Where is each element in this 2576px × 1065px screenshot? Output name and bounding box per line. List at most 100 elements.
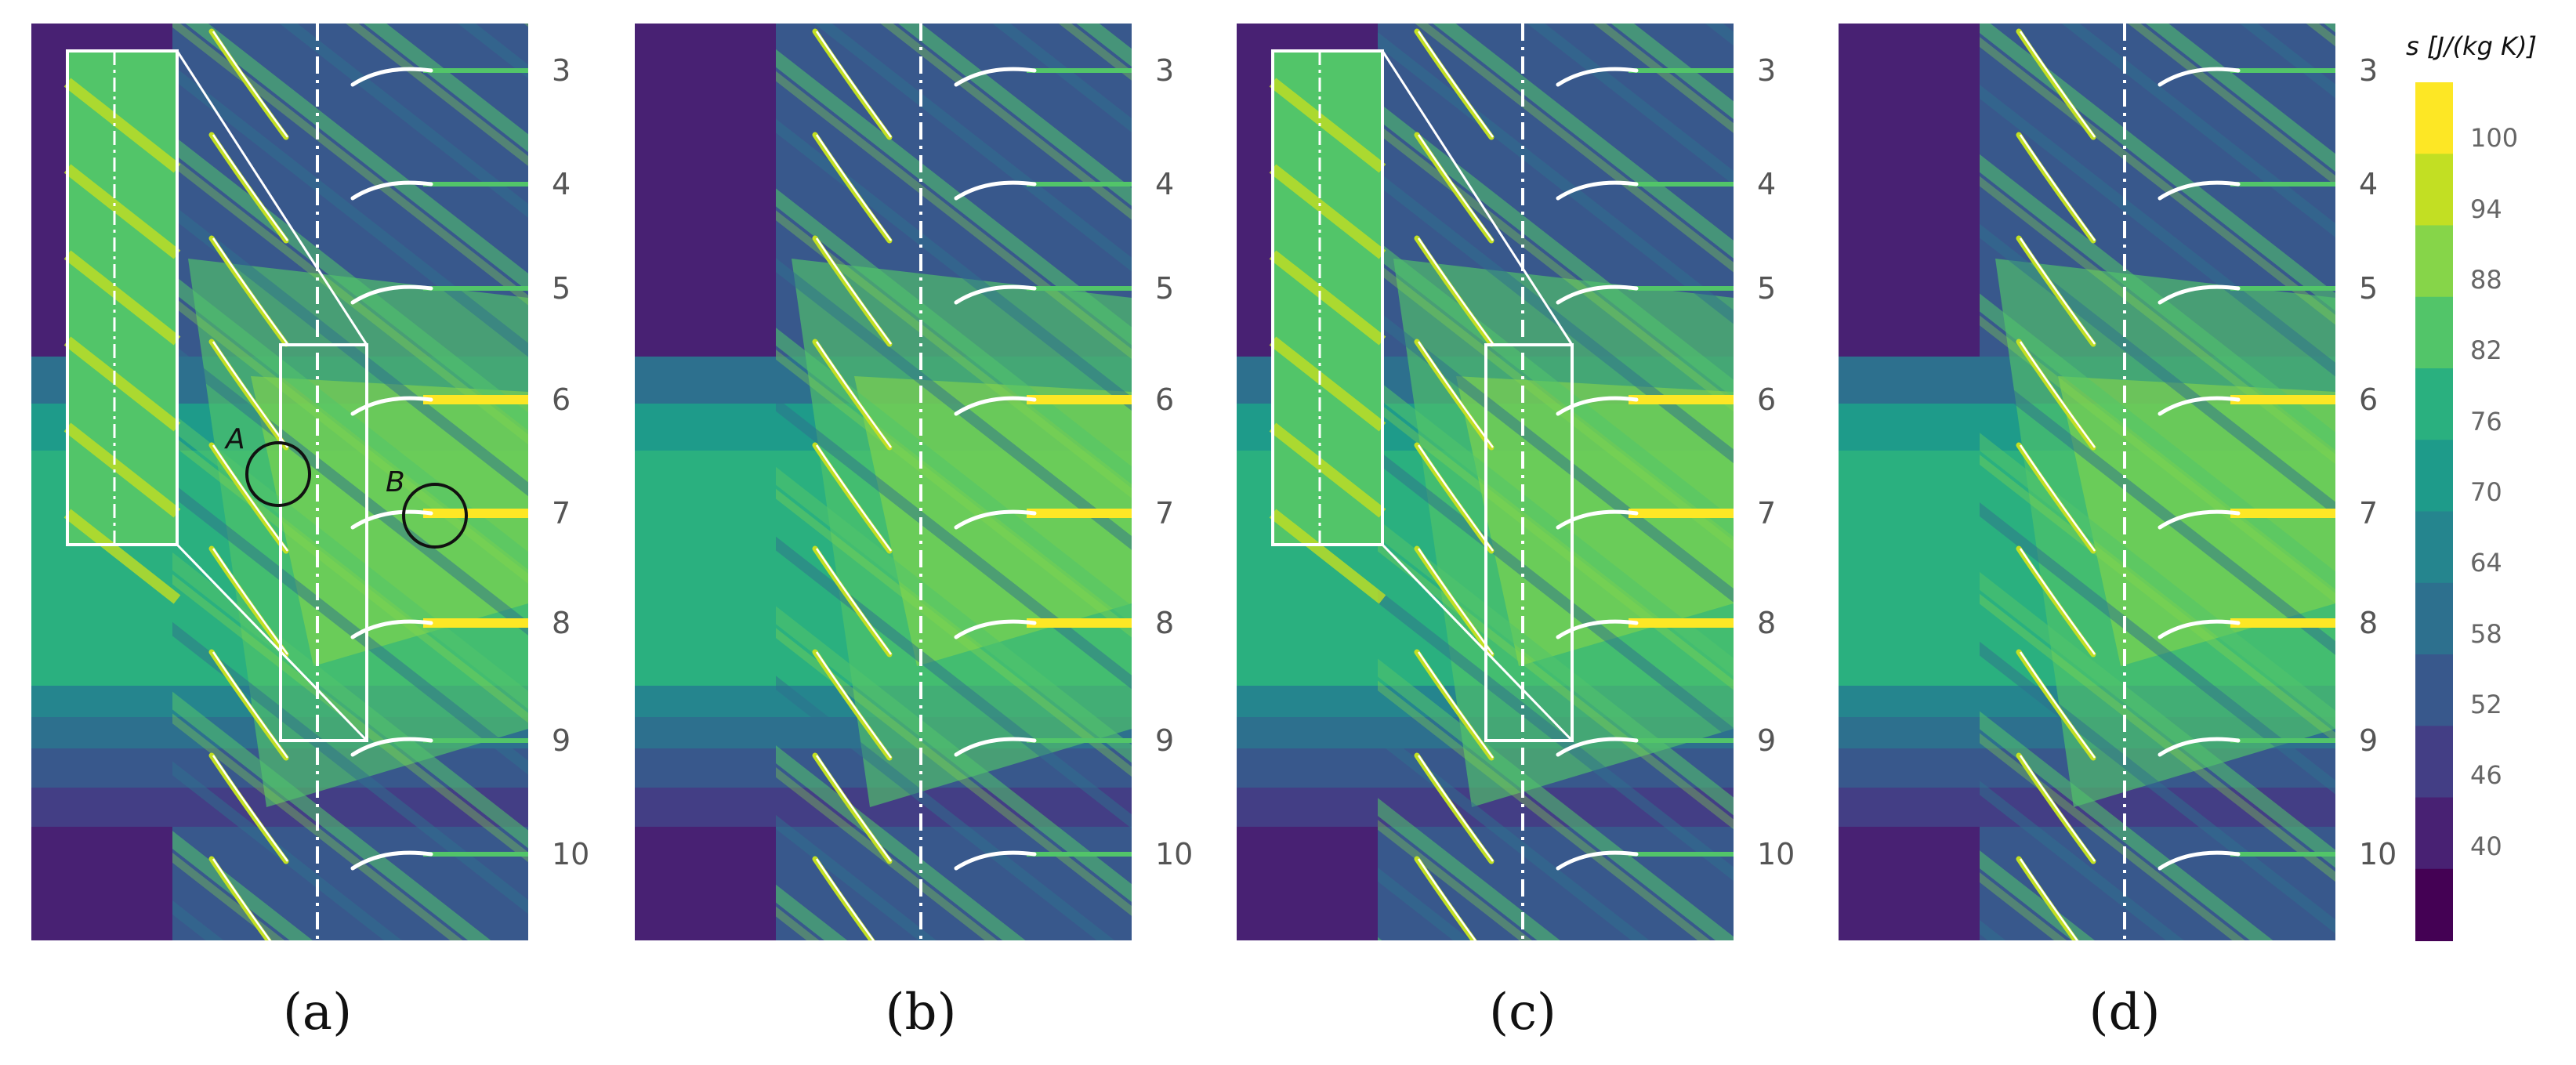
stator-blade-edge	[1417, 341, 1495, 448]
row-label: 6	[1155, 382, 1175, 417]
stator-blade-edge	[2019, 237, 2096, 345]
rotor-wake	[1027, 618, 1132, 628]
row-label: 4	[1155, 167, 1175, 201]
colorbar-segment	[2415, 511, 2453, 584]
row-label: 9	[552, 723, 571, 758]
panel-c	[1237, 24, 1734, 940]
stator-blade-edge	[212, 31, 289, 138]
stator-blade	[208, 132, 289, 244]
stator-blade-edge	[1417, 755, 1495, 862]
panel-b	[635, 24, 1132, 940]
rotor-wake	[1629, 395, 1734, 404]
stator-blade	[812, 752, 893, 864]
stator-blade-edge	[815, 548, 893, 655]
row-label: 3	[552, 53, 571, 88]
zoom-source-frame	[1484, 343, 1574, 742]
inset-streak	[63, 164, 181, 259]
row-label: 8	[2359, 606, 2379, 640]
rotor-blade	[2158, 67, 2241, 87]
colorbar-tick-label: 76	[2470, 406, 2502, 437]
colorbar-segment	[2415, 296, 2453, 369]
stator-blade	[2016, 856, 2079, 940]
zoom-connector	[1381, 50, 1574, 346]
colorbar-segment	[2415, 154, 2453, 226]
stator-blade-edge	[2019, 444, 2096, 552]
rotor-wake	[2230, 286, 2335, 291]
stator-blade	[1414, 442, 1495, 554]
rotor-wake	[1629, 68, 1734, 73]
row-label: 7	[1757, 496, 1777, 531]
panel-a	[31, 24, 528, 940]
stator-blade-edge	[1417, 651, 1495, 759]
row-label: 10	[552, 837, 590, 871]
rotor-blade	[954, 67, 1037, 87]
colorbar	[2415, 82, 2453, 941]
wake-streaks	[1980, 24, 2335, 940]
colorbar-segment	[2415, 726, 2453, 799]
stator-blade-edge	[2019, 755, 2096, 862]
rotor-blade	[350, 850, 433, 871]
rotor-wake	[2230, 182, 2335, 187]
row-label: 3	[1757, 53, 1777, 88]
colorbar-title: s [J/(kg K)]	[2406, 31, 2537, 61]
rotor-wake	[423, 852, 528, 857]
stator-blade-edge	[212, 755, 289, 862]
colorbar-tick-label: 88	[2470, 265, 2502, 295]
rotor-blade	[2158, 509, 2241, 530]
stator-blade-edge	[815, 31, 893, 138]
stator-blade	[2016, 132, 2096, 244]
inset-streak	[1269, 250, 1386, 346]
zoom-connector	[176, 50, 368, 346]
row-label: 4	[1757, 167, 1777, 201]
inset-streak	[63, 509, 181, 604]
rotor-blade	[1556, 619, 1639, 639]
row-label: 6	[552, 382, 571, 417]
stator-blade	[208, 442, 289, 554]
stator-blade	[1414, 856, 1477, 940]
panel-caption-b: (b)	[885, 983, 957, 1041]
rotor-wake	[423, 618, 528, 628]
stator-blade-edge	[1417, 858, 1476, 940]
row-label: 6	[2359, 382, 2379, 417]
stator-blade	[812, 235, 893, 347]
stator-blade	[1414, 752, 1495, 864]
stator-blade	[208, 649, 289, 761]
stator-blade-edge	[815, 134, 893, 241]
inset-streak	[63, 78, 181, 173]
colorbar-segment	[2415, 368, 2453, 441]
stator-blade-edge	[212, 134, 289, 241]
marker-label-a: A	[226, 423, 245, 455]
panel-caption-a: (a)	[282, 983, 353, 1041]
row-label: 6	[1757, 382, 1777, 417]
row-label: 8	[1757, 606, 1777, 640]
stator-blade	[1414, 339, 1495, 451]
stator-blade	[1414, 28, 1495, 140]
rotor-blade	[1556, 180, 1639, 201]
rotor-blade	[350, 180, 433, 201]
stator-blade	[208, 545, 289, 657]
rotor-wake	[2230, 68, 2335, 73]
stator-blade-edge	[1417, 548, 1495, 655]
colorbar-segment	[2415, 868, 2453, 941]
row-label: 7	[1155, 496, 1175, 531]
stator-blade-edge	[2019, 858, 2078, 940]
inset-streak	[1269, 509, 1386, 604]
stator-blade	[812, 132, 893, 244]
rotor-blade	[1556, 850, 1639, 871]
rotor-blade	[350, 509, 433, 530]
rotor-blade	[350, 737, 433, 757]
zoom-inset	[63, 49, 368, 742]
row-label: 10	[1757, 837, 1795, 871]
colorbar-tick-label: 100	[2470, 123, 2519, 154]
stator-blade	[2016, 339, 2096, 451]
row-label: 5	[2359, 271, 2379, 306]
rotor-wake	[1027, 509, 1132, 518]
row-label: 8	[1155, 606, 1175, 640]
stator-blade	[208, 339, 289, 451]
rotor-wake	[1027, 286, 1132, 291]
stator-blade-edge	[1417, 31, 1495, 138]
inset-frame	[1271, 49, 1384, 546]
row-label: 4	[552, 167, 571, 201]
stator-blade	[812, 28, 893, 140]
